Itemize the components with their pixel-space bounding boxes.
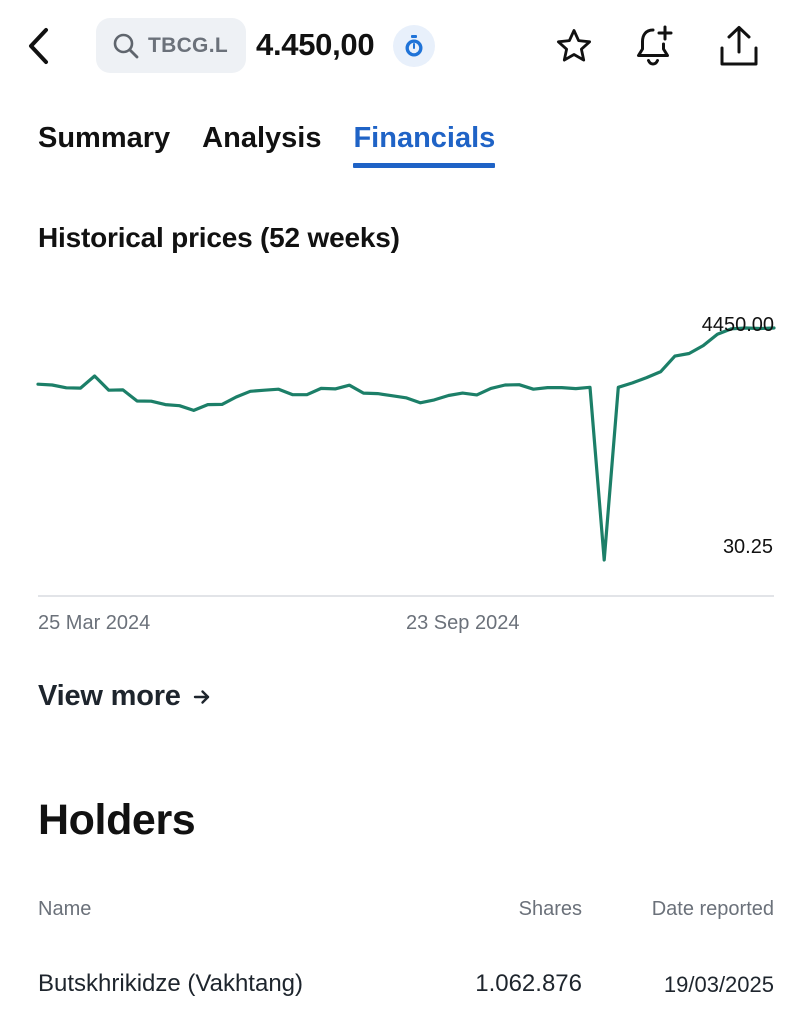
chevron-left-icon (29, 28, 48, 64)
share-icon (720, 26, 758, 66)
view-more-link[interactable]: View more (38, 680, 211, 713)
bell-plus-icon (637, 25, 673, 66)
tab-summary[interactable]: Summary (38, 122, 171, 154)
arrow-right-icon (193, 689, 209, 704)
star-icon (557, 29, 591, 62)
watchlist-star-button[interactable] (552, 24, 596, 68)
view-more-label: View more (38, 680, 181, 712)
search-chip[interactable]: TBCG.L (96, 18, 246, 73)
current-price: 4.450,00 (256, 27, 375, 62)
section-tabs: Summary Analysis Financials (38, 118, 495, 172)
historical-prices-title: Historical prices (52 weeks) (38, 222, 400, 253)
ticker-symbol: TBCG.L (148, 33, 228, 57)
min-price-label: 30.25 (723, 536, 773, 558)
column-header-shares[interactable]: Shares (518, 898, 582, 920)
tab-financials[interactable]: Financials (353, 118, 495, 168)
back-button[interactable] (18, 22, 58, 70)
holder-date-reported: 19/03/2025 (663, 972, 774, 997)
top-bar: TBCG.L 4.450,00 (0, 0, 812, 92)
x-tick-label: 23 Sep 2024 (406, 612, 519, 634)
price-chart[interactable]: 4450.00 30.25 25 Mar 2024 23 Sep 2024 (0, 290, 812, 650)
x-tick-label: 25 Mar 2024 (38, 612, 150, 634)
tab-analysis[interactable]: Analysis (202, 122, 322, 154)
stopwatch-icon (405, 35, 423, 57)
price-series-line (36, 326, 776, 562)
column-header-name[interactable]: Name (38, 898, 92, 920)
holder-shares: 1.062.876 (475, 970, 582, 997)
share-button[interactable] (717, 24, 761, 68)
holder-name: Butskhrikidze (Vakhtang) (38, 970, 304, 997)
table-row[interactable]: Butskhrikidze (Vakhtang) 1.062.876 19/03… (38, 970, 774, 1010)
holders-table-header: Name Shares Date reported (38, 898, 774, 928)
add-alert-button[interactable] (633, 24, 677, 68)
max-price-label: 4450.00 (702, 314, 774, 336)
holders-title: Holders (38, 796, 196, 844)
search-icon (113, 33, 139, 58)
price-chart-svg: 4450.00 30.25 25 Mar 2024 23 Sep 2024 (36, 314, 776, 634)
market-timer-badge[interactable] (393, 25, 435, 67)
column-header-date[interactable]: Date reported (651, 898, 774, 920)
